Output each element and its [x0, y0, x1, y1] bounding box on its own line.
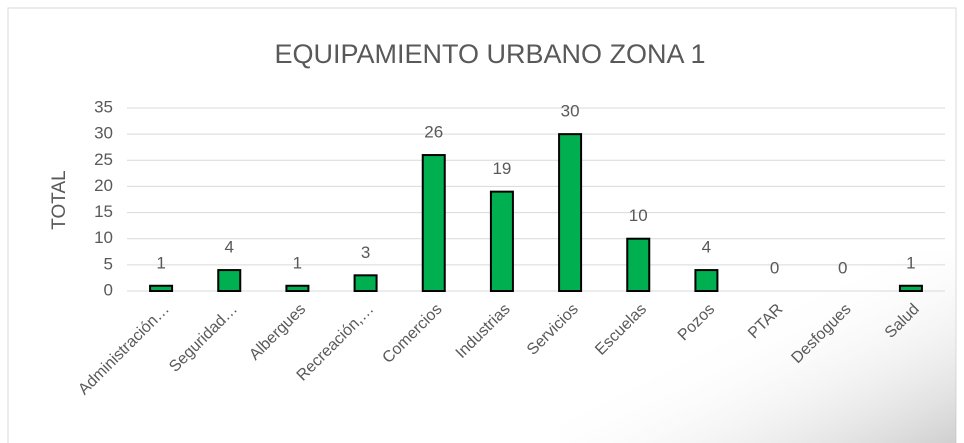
data-label: 4 — [225, 238, 234, 257]
bar — [626, 237, 651, 292]
y-tick-label: 35 — [94, 97, 113, 116]
y-axis-label: TOTAL — [49, 170, 70, 229]
bar — [898, 284, 923, 292]
y-tick-label: 10 — [94, 228, 113, 247]
y-tick-label: 15 — [94, 202, 113, 221]
bar — [285, 284, 310, 292]
data-label: 1 — [156, 253, 165, 272]
bar — [694, 269, 719, 293]
data-label: 19 — [492, 159, 511, 178]
data-label: 10 — [629, 206, 648, 225]
data-label: 0 — [770, 258, 779, 277]
y-tick-label: 25 — [94, 150, 113, 169]
y-tick-label: 30 — [94, 124, 113, 143]
y-tick-label: 5 — [104, 254, 113, 273]
bar — [353, 274, 378, 293]
data-label: 30 — [561, 102, 580, 121]
data-label: 1 — [293, 253, 302, 272]
y-tick-label: 0 — [104, 280, 113, 299]
data-label: 3 — [361, 243, 370, 262]
y-tick-label: 20 — [94, 176, 113, 195]
bar — [558, 133, 583, 292]
chart-title: EQUIPAMIENTO URBANO ZONA 1 — [274, 39, 705, 69]
bar — [489, 190, 514, 293]
data-label: 1 — [906, 253, 915, 272]
bar — [149, 284, 174, 292]
bar — [217, 269, 242, 293]
shadow — [560, 250, 956, 443]
data-label: 0 — [838, 258, 847, 277]
data-label: 4 — [702, 238, 711, 257]
bar — [421, 154, 446, 292]
data-label: 26 — [424, 123, 443, 142]
